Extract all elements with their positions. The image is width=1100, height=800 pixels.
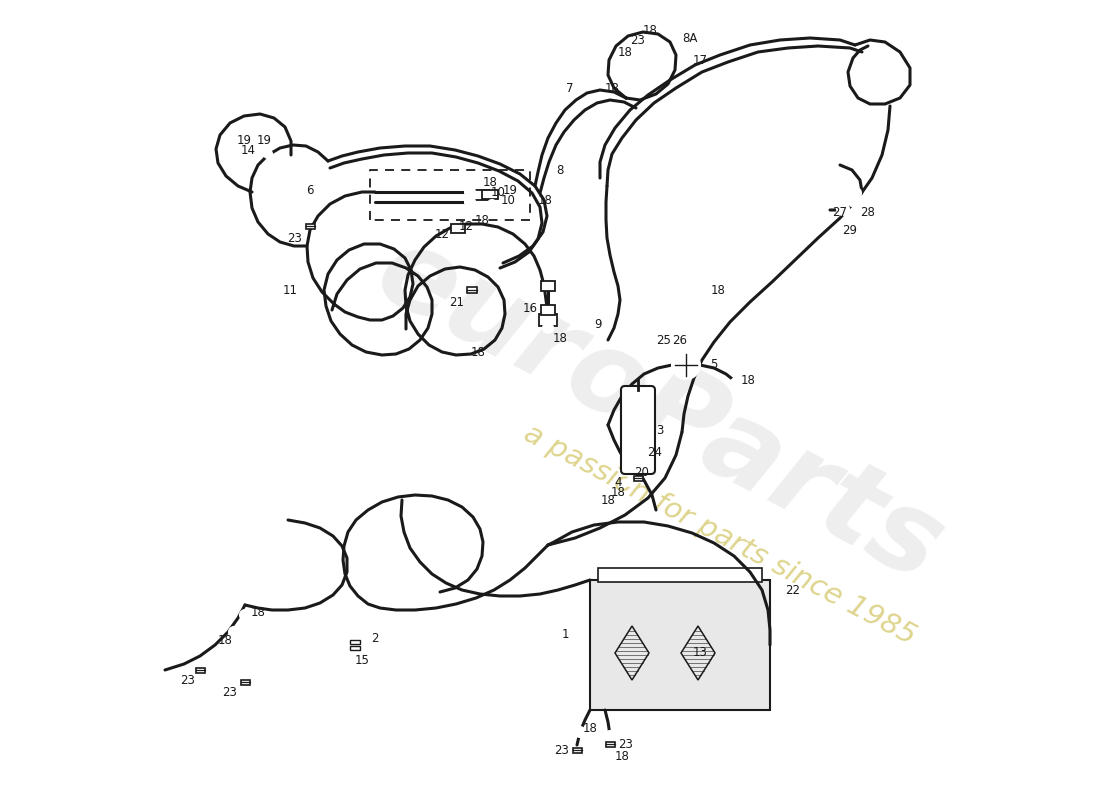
Circle shape: [575, 727, 585, 737]
Circle shape: [229, 627, 239, 637]
Text: 8A: 8A: [682, 31, 697, 45]
Circle shape: [257, 141, 267, 151]
Circle shape: [626, 478, 634, 486]
Circle shape: [660, 45, 670, 55]
Bar: [350, 646, 360, 650]
FancyBboxPatch shape: [621, 386, 654, 474]
Text: 18: 18: [218, 634, 232, 646]
Text: 17: 17: [693, 54, 707, 66]
Text: 18: 18: [615, 750, 629, 762]
Text: 18: 18: [605, 82, 619, 94]
Text: euroParts: euroParts: [359, 214, 961, 606]
Text: 16: 16: [522, 302, 538, 314]
Text: 8: 8: [557, 163, 563, 177]
Text: 22: 22: [785, 583, 801, 597]
Bar: [306, 223, 315, 229]
Text: 21: 21: [450, 295, 464, 309]
Text: 23: 23: [287, 231, 303, 245]
Text: 19: 19: [503, 183, 517, 197]
Text: 27: 27: [833, 206, 847, 218]
Text: 18: 18: [617, 46, 632, 58]
Text: 10: 10: [491, 186, 505, 198]
Bar: [590, 580, 770, 710]
Text: 23: 23: [618, 738, 634, 750]
Circle shape: [851, 188, 861, 198]
Text: 20: 20: [635, 466, 649, 478]
Circle shape: [848, 193, 862, 207]
Circle shape: [606, 731, 614, 739]
Text: 14: 14: [241, 143, 255, 157]
Text: 9: 9: [594, 318, 602, 330]
Bar: [471, 190, 490, 200]
Circle shape: [867, 193, 881, 207]
Bar: [541, 281, 556, 291]
Text: 18: 18: [740, 374, 756, 386]
Text: 18: 18: [483, 175, 497, 189]
Circle shape: [672, 351, 700, 379]
Text: 18: 18: [471, 346, 485, 358]
Text: 12: 12: [459, 219, 473, 233]
Circle shape: [240, 610, 250, 620]
Bar: [539, 314, 557, 326]
Text: 13: 13: [693, 646, 707, 658]
Text: 29: 29: [843, 223, 858, 237]
Circle shape: [732, 378, 741, 388]
Text: 1: 1: [561, 629, 569, 642]
Circle shape: [465, 197, 475, 207]
Bar: [605, 742, 615, 746]
Text: 5: 5: [711, 358, 717, 371]
Text: 23: 23: [180, 674, 196, 686]
Text: 18: 18: [474, 214, 490, 226]
Text: 7: 7: [566, 82, 574, 94]
Text: 18: 18: [583, 722, 597, 734]
Circle shape: [847, 219, 857, 229]
Text: 3: 3: [657, 423, 663, 437]
Text: 18: 18: [601, 494, 615, 506]
Circle shape: [632, 455, 644, 465]
Text: 18: 18: [251, 606, 265, 618]
Text: a passion for parts since 1985: a passion for parts since 1985: [519, 419, 921, 650]
Text: 11: 11: [283, 283, 297, 297]
Text: 25: 25: [657, 334, 671, 346]
Bar: [241, 679, 250, 685]
Text: 26: 26: [672, 334, 688, 346]
Circle shape: [488, 200, 496, 208]
Bar: [451, 223, 465, 233]
Text: 18: 18: [610, 486, 626, 498]
Text: 19: 19: [256, 134, 272, 146]
Circle shape: [837, 203, 849, 215]
Text: 12: 12: [434, 229, 450, 242]
Text: 10: 10: [500, 194, 516, 206]
Bar: [541, 305, 556, 315]
Circle shape: [465, 187, 475, 197]
Bar: [572, 747, 582, 753]
Text: 24: 24: [648, 446, 662, 458]
Text: 18: 18: [642, 23, 658, 37]
Bar: [634, 475, 642, 481]
Bar: [350, 640, 360, 644]
Text: 23: 23: [222, 686, 238, 698]
Bar: [598, 568, 762, 582]
Text: 28: 28: [860, 206, 876, 218]
Circle shape: [543, 323, 553, 333]
Text: 2: 2: [372, 631, 378, 645]
Text: 18: 18: [538, 194, 552, 206]
Circle shape: [264, 150, 272, 158]
Text: 23: 23: [554, 743, 570, 757]
Text: 18: 18: [552, 331, 568, 345]
Text: 15: 15: [354, 654, 370, 666]
Bar: [196, 667, 205, 673]
Bar: [482, 190, 498, 198]
Bar: [468, 287, 477, 293]
Text: 6: 6: [306, 183, 313, 197]
Text: 4: 4: [614, 475, 622, 489]
Text: 18: 18: [711, 283, 725, 297]
Text: 23: 23: [630, 34, 646, 46]
Text: 19: 19: [236, 134, 252, 146]
